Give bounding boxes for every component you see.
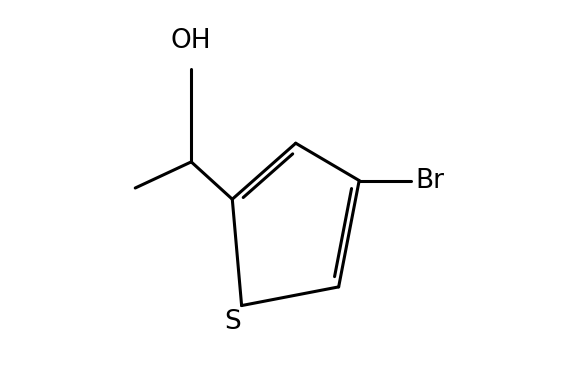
Text: OH: OH: [171, 28, 211, 54]
Text: S: S: [224, 309, 241, 335]
Text: Br: Br: [415, 168, 444, 194]
